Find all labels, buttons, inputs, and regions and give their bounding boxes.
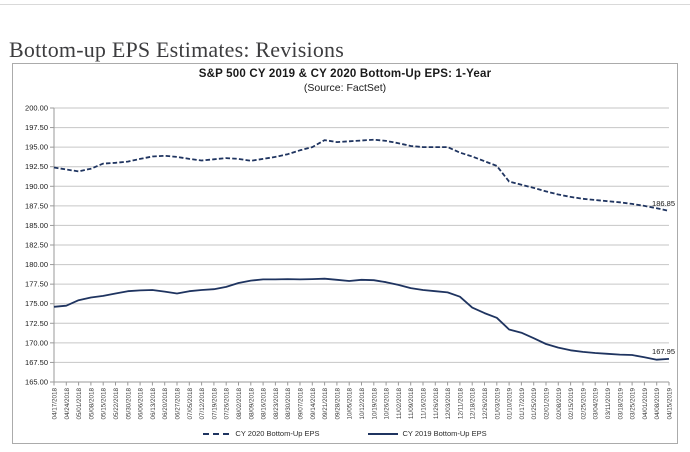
- y-tick-label: 167.50: [25, 358, 48, 367]
- legend-item-cy2020: CY 2020 Bottom-Up EPS: [203, 429, 320, 438]
- x-tick-label: 09/21/2018: [322, 388, 329, 420]
- x-tick-label: 02/15/2019: [568, 388, 575, 420]
- dashed-line-swatch: [203, 432, 231, 435]
- x-tick-label: 05/01/2018: [76, 388, 83, 420]
- x-tick-label: 12/26/2018: [482, 388, 489, 420]
- x-tick-label: 06/06/2018: [138, 388, 145, 420]
- y-tick-label: 187.50: [25, 201, 48, 210]
- x-tick-label: 11/26/2018: [433, 388, 440, 420]
- x-tick-label: 07/05/2018: [187, 388, 194, 420]
- x-tick-label: 09/07/2018: [298, 388, 305, 420]
- y-tick-label: 175.00: [25, 299, 48, 308]
- x-tick-label: 04/17/2018: [52, 388, 59, 420]
- x-tick-label: 01/25/2019: [531, 388, 538, 420]
- x-tick-label: 01/10/2019: [507, 388, 514, 420]
- y-tick-label: 195.00: [25, 143, 48, 152]
- x-tick-label: 09/14/2018: [310, 388, 317, 420]
- series-end-label: 167.95: [652, 347, 675, 356]
- series-end-label: 186.85: [652, 199, 675, 208]
- x-tick-label: 09/28/2018: [334, 388, 341, 420]
- x-tick-label: 06/13/2018: [150, 388, 157, 420]
- y-tick-label: 197.50: [25, 123, 48, 132]
- chart-legend: CY 2020 Bottom-Up EPS CY 2019 Bottom-Up …: [13, 429, 677, 438]
- x-tick-label: 05/08/2018: [88, 388, 95, 420]
- x-tick-label: 05/15/2018: [101, 388, 108, 420]
- x-tick-label: 02/25/2019: [580, 388, 587, 420]
- x-tick-label: 11/16/2018: [421, 388, 428, 420]
- y-tick-label: 200.00: [25, 104, 48, 113]
- x-tick-label: 05/30/2018: [125, 388, 132, 420]
- x-tick-label: 03/25/2019: [630, 388, 637, 420]
- top-divider: [0, 4, 690, 5]
- x-tick-label: 08/16/2018: [261, 388, 268, 420]
- x-tick-label: 07/12/2018: [199, 388, 206, 420]
- x-tick-label: 10/26/2018: [384, 388, 391, 420]
- x-tick-label: 05/22/2018: [113, 388, 120, 420]
- y-tick-label: 180.00: [25, 260, 48, 269]
- x-tick-label: 07/26/2018: [224, 388, 231, 420]
- x-tick-label: 03/18/2019: [617, 388, 624, 420]
- cy2020-series-line: [53, 138, 670, 212]
- x-tick-label: 04/01/2019: [642, 388, 649, 420]
- x-tick-label: 11/02/2018: [396, 388, 403, 420]
- y-tick-label: 192.50: [25, 162, 48, 171]
- chart-plot: 200.00 197.50 195.00 192.50 190.00 187.50 185.…: [25, 104, 675, 420]
- x-tick-label: 02/01/2019: [544, 388, 551, 420]
- x-tick-label: 01/03/2019: [494, 388, 501, 420]
- page-title: Bottom-up EPS Estimates: Revisions: [9, 36, 344, 62]
- cy2019-series-line: [53, 277, 670, 361]
- y-tick-label: 172.50: [25, 319, 48, 328]
- x-tick-label: 10/12/2018: [359, 388, 366, 420]
- y-tick-label: 182.50: [25, 241, 48, 250]
- x-tick-label: 02/08/2019: [556, 388, 563, 420]
- y-tick-label: 170.00: [25, 338, 48, 347]
- x-tick-label: 01/17/2019: [519, 388, 526, 420]
- x-tick-label: 06/27/2018: [175, 388, 182, 420]
- eps-revisions-chart: 200.00 197.50 195.00 192.50 190.00 187.50 185.…: [12, 63, 678, 444]
- x-tick-label: 03/11/2019: [605, 388, 612, 420]
- x-tick-label: 12/18/2018: [470, 388, 477, 420]
- x-tick-label: 08/30/2018: [285, 388, 292, 420]
- y-tick-label: 165.00: [25, 378, 48, 387]
- legend-label-cy2020: CY 2020 Bottom-Up EPS: [235, 429, 320, 438]
- chart-subtitle: (Source: FactSet): [303, 82, 387, 94]
- x-tick-label: 04/24/2018: [64, 388, 71, 420]
- x-tick-label: 10/05/2018: [347, 388, 354, 420]
- x-tick-label: 08/09/2018: [248, 388, 255, 420]
- y-tick-label: 185.00: [25, 221, 48, 230]
- x-tick-label: 06/20/2018: [162, 388, 169, 420]
- legend-item-cy2019: CY 2019 Bottom-Up EPS: [367, 429, 487, 438]
- x-tick-label: 12/03/2018: [445, 388, 452, 420]
- legend-label-cy2019: CY 2019 Bottom-Up EPS: [402, 429, 487, 438]
- x-tick-label: 08/02/2018: [236, 388, 243, 420]
- chart-title: S&P 500 CY 2019 & CY 2020 Bottom-Up EPS:…: [198, 68, 492, 80]
- x-tick-label: 07/19/2018: [211, 388, 218, 420]
- x-tick-label: 04/08/2019: [654, 388, 661, 420]
- x-tick-label: 11/09/2018: [408, 388, 415, 420]
- y-tick-label: 190.00: [25, 182, 48, 191]
- y-tick-label: 177.50: [25, 280, 48, 289]
- x-tick-label: 10/19/2018: [371, 388, 378, 420]
- x-tick-label: 03/04/2019: [593, 388, 600, 420]
- x-tick-label: 12/11/2018: [457, 388, 464, 420]
- x-tick-label: 08/23/2018: [273, 388, 280, 420]
- x-tick-label: 04/15/2019: [667, 388, 674, 420]
- solid-line-swatch: [367, 432, 398, 435]
